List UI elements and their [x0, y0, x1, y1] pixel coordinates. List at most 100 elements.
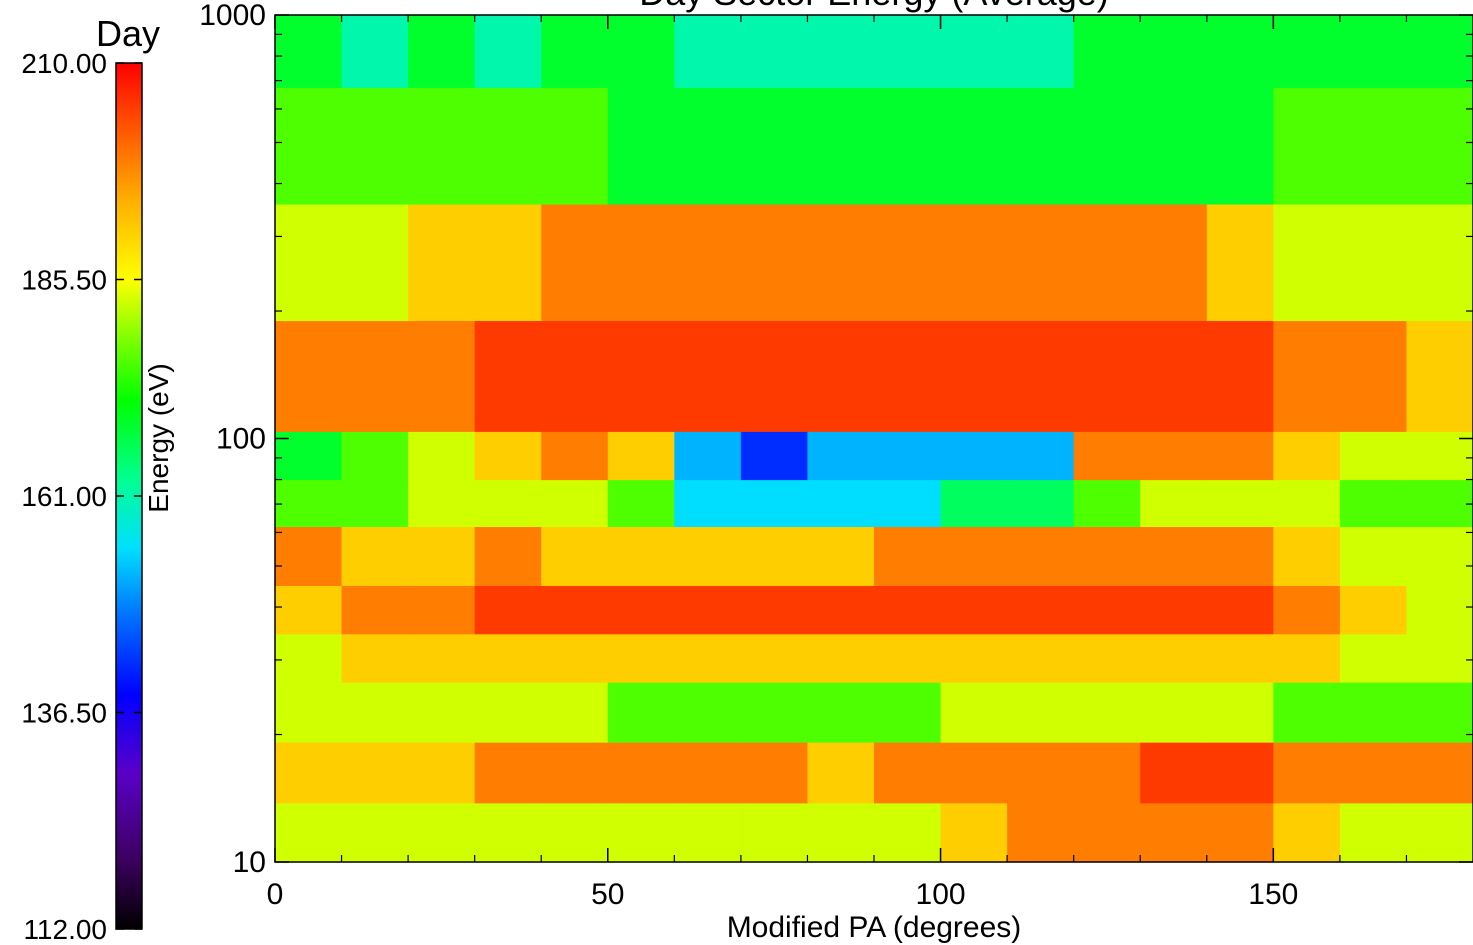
- heatmap-cell: [1140, 682, 1208, 743]
- heatmap-cell: [940, 802, 1008, 863]
- heatmap-cell: [1140, 203, 1208, 322]
- heatmap-cell: [1273, 526, 1341, 586]
- heatmap-cell: [1007, 320, 1075, 432]
- heatmap-cell: [1007, 15, 1075, 88]
- heatmap-cell: [807, 526, 875, 586]
- x-tick-label: 150: [1248, 878, 1298, 911]
- y-tick-label: 100: [216, 423, 266, 456]
- heatmap-cell: [1273, 682, 1341, 743]
- heatmap-cell: [674, 203, 742, 322]
- heatmap-cell: [1206, 203, 1274, 322]
- heatmap-cell: [607, 320, 675, 432]
- x-tick-label: 100: [916, 878, 966, 911]
- heatmap-cell: [674, 320, 742, 432]
- heatmap-cell: [940, 742, 1008, 804]
- heatmap-cell: [541, 87, 609, 205]
- heatmap-cell: [1339, 633, 1408, 683]
- y-tick-label: 10: [233, 846, 266, 879]
- heatmap-cell: [1140, 15, 1208, 88]
- heatmap-cell: [408, 431, 476, 481]
- heatmap-cell: [1406, 633, 1473, 683]
- heatmap-cell: [541, 15, 609, 88]
- heatmap-cell: [275, 742, 343, 804]
- heatmap-cell: [1339, 526, 1408, 586]
- heatmap-cell: [275, 633, 343, 683]
- heatmap-cell: [674, 682, 742, 743]
- heatmap-cell: [607, 585, 675, 635]
- heatmap-cell: [674, 479, 742, 528]
- heatmap-cell: [1406, 15, 1473, 88]
- heatmap-cell: [1007, 203, 1075, 322]
- heatmap-cell: [1339, 87, 1408, 205]
- heatmap-cell: [940, 320, 1008, 432]
- x-axis-label: Modified PA (degrees): [727, 911, 1022, 944]
- heatmap-cell: [1073, 203, 1141, 322]
- heatmap-cell: [807, 802, 875, 863]
- heatmap-cell: [1140, 320, 1208, 432]
- heatmap-cell: [607, 802, 675, 863]
- heatmap-cell: [1273, 203, 1341, 322]
- heatmap-cell: [408, 682, 476, 743]
- heatmap-cell: [940, 87, 1008, 205]
- heatmap-cell: [874, 479, 942, 528]
- heatmap-cell: [1273, 479, 1341, 528]
- heatmap-cell: [1140, 479, 1208, 528]
- heatmap-cell: [341, 87, 409, 205]
- heatmap-cell: [607, 633, 675, 683]
- heatmap-cell: [408, 802, 476, 863]
- heatmap-cell: [1073, 526, 1141, 586]
- heatmap-cell: [874, 633, 942, 683]
- heatmap-cell: [1339, 15, 1408, 88]
- heatmap-cell: [940, 431, 1008, 481]
- heatmap-cell: [1007, 802, 1075, 863]
- heatmap-cell: [1406, 431, 1473, 481]
- heatmap-cell: [740, 742, 809, 804]
- heatmap-cell: [1140, 633, 1208, 683]
- heatmap-cell: [1406, 87, 1473, 205]
- heatmap-cell: [1339, 585, 1408, 635]
- heatmap-cell: [474, 585, 542, 635]
- heatmap-cell: [740, 633, 809, 683]
- heatmap-cell: [807, 742, 875, 804]
- heatmap-cell: [807, 15, 875, 88]
- heatmap-cell: [541, 320, 609, 432]
- heatmap-cell: [1339, 431, 1408, 481]
- heatmap-cell: [408, 633, 476, 683]
- heatmap-cell: [1339, 742, 1408, 804]
- heatmap-cell: [1206, 479, 1274, 528]
- heatmap-cell: [275, 431, 343, 481]
- heatmap-cell: [1073, 682, 1141, 743]
- colorbar-tick-label: 185.50: [21, 265, 107, 296]
- heatmap-cell: [1007, 742, 1075, 804]
- heatmap-cell: [607, 742, 675, 804]
- heatmap-cell: [1140, 526, 1208, 586]
- heatmap-cell: [474, 802, 542, 863]
- heatmap-cell: [1273, 742, 1341, 804]
- heatmap-cell: [674, 526, 742, 586]
- heatmap-cell: [474, 479, 542, 528]
- heatmap-cell: [1339, 802, 1408, 863]
- heatmap-cell: [1406, 585, 1473, 635]
- heatmap-cell: [1406, 526, 1473, 586]
- heatmap-cell: [1007, 633, 1075, 683]
- heatmap-cells: [275, 15, 1473, 863]
- heatmap-cell: [474, 203, 542, 322]
- heatmap-cell: [541, 633, 609, 683]
- heatmap-cell: [1073, 479, 1141, 528]
- heatmap-cell: [341, 633, 409, 683]
- heatmap-cell: [807, 479, 875, 528]
- heatmap-cell: [1140, 802, 1208, 863]
- heatmap-cell: [1007, 87, 1075, 205]
- heatmap-cell: [341, 585, 409, 635]
- heatmap-cell: [341, 526, 409, 586]
- heatmap-cell: [940, 479, 1008, 528]
- heatmap-cell: [740, 203, 809, 322]
- heatmap-cell: [807, 585, 875, 635]
- heatmap-cell: [1140, 431, 1208, 481]
- heatmap-cell: [408, 585, 476, 635]
- heatmap-cell: [474, 633, 542, 683]
- heatmap-cell: [1406, 320, 1473, 432]
- chart-title: Day Sector Energy (Average): [639, 0, 1109, 13]
- heatmap-cell: [1073, 742, 1141, 804]
- colorbar-ticks: 112.00 136.50 161.00 185.50 210.00: [21, 48, 142, 945]
